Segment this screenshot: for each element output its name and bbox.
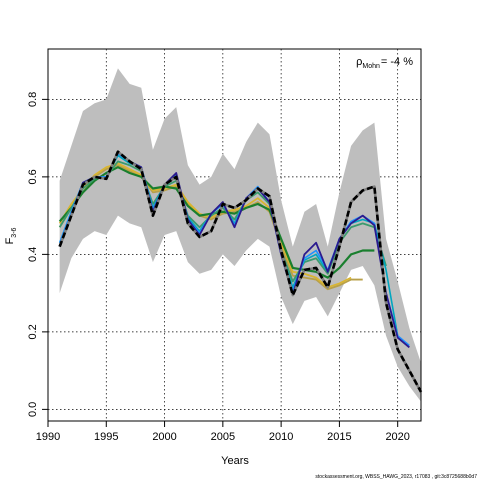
series-line-base [58, 150, 423, 393]
y-tick-label: 0.0 [27, 402, 39, 417]
rho-symbol: ρ [356, 56, 362, 68]
y-tick-label: 0.6 [27, 169, 39, 184]
svg-text:F3-6: F3-6 [4, 227, 18, 244]
rho-subscript: Mohn [362, 63, 380, 70]
x-axis: 1990 1995 2000 2005 2010 2015 2020 [36, 420, 410, 443]
x-tick-label: 1990 [36, 431, 60, 443]
y-axis-title-sub: 3-6 [11, 227, 18, 237]
y-axis-title-main: F [4, 237, 16, 244]
x-axis-title: Years [221, 455, 249, 467]
y-axis-title: F3-6 [4, 227, 18, 244]
y-tick-label: 0.4 [27, 247, 39, 262]
footer-source: stockassessment.org, WBSS_HAWG_2023, r17… [315, 474, 477, 480]
confidence-band [59, 68, 421, 402]
x-tick-label: 1995 [94, 431, 118, 443]
x-tick-label: 2010 [269, 431, 293, 443]
x-tick-label: 2000 [152, 431, 176, 443]
mohn-rho-annotation: ρMohn= -4 % [356, 56, 413, 70]
confidence-band-area [59, 68, 421, 402]
x-tick-label: 2005 [211, 431, 235, 443]
x-tick-label: 2015 [327, 431, 351, 443]
rho-value: = -4 % [381, 56, 413, 68]
y-tick-label: 0.2 [27, 324, 39, 339]
y-tick-label: 0.8 [27, 92, 39, 107]
x-tick-label: 2020 [385, 431, 409, 443]
y-axis: 0.0 0.2 0.4 0.6 0.8 [27, 92, 49, 417]
series-lines [58, 150, 423, 393]
